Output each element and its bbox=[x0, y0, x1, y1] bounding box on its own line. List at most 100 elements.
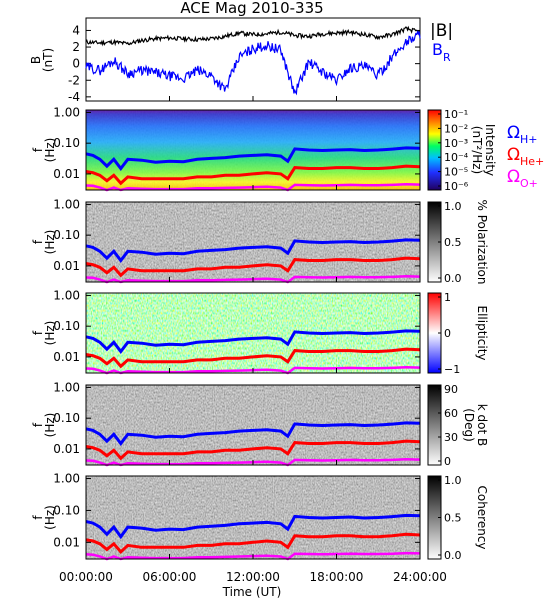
gyro-line-o-plus bbox=[85, 183, 421, 192]
colorbar-tick-label: 10⁻¹ bbox=[444, 108, 468, 121]
y-tick-label: 0.01 bbox=[53, 350, 80, 364]
panel-ellipticity: 1.00 0.10 0.01 f(Hz) 1 0 −1 Ellipticity bbox=[31, 288, 489, 376]
gyro-line-he-plus bbox=[85, 164, 421, 186]
panel-magnetic-field: 4 2 0 -2 -4 B (nT) |B| BR bbox=[29, 17, 453, 104]
y-tick-label: 0.10 bbox=[53, 228, 80, 242]
gyro-line-h-plus bbox=[85, 421, 421, 446]
gyrofrequency-legend: ΩH+ ΩHe+ ΩO+ bbox=[507, 123, 544, 190]
y-tick-label: 0.01 bbox=[53, 259, 80, 273]
gyro-line-he-plus bbox=[85, 256, 421, 278]
y-tick-label: 1.00 bbox=[53, 197, 80, 211]
y-tick-label: 0.10 bbox=[53, 319, 80, 333]
colorbar bbox=[427, 384, 442, 466]
gyro-line-he-plus bbox=[85, 439, 421, 461]
y-tick-label: 0 bbox=[72, 57, 80, 71]
colorbar-tick-label: 1.0 bbox=[444, 200, 462, 213]
gyro-line-h-plus bbox=[85, 513, 421, 540]
y-tick-label: 1.00 bbox=[53, 288, 80, 302]
y-tick-label: 1.00 bbox=[53, 105, 80, 119]
colorbar-tick-label: 10⁻⁴ bbox=[444, 151, 469, 164]
colorbar-label: Ellipticity bbox=[475, 306, 489, 361]
colorbar-label: Coherency bbox=[475, 485, 489, 549]
legend-h-plus: ΩH+ bbox=[507, 123, 538, 146]
colorbar bbox=[427, 109, 442, 191]
gyro-line-h-plus bbox=[85, 146, 421, 171]
gyro-line-he-plus bbox=[85, 532, 421, 555]
x-tick-label: 12:00:00 bbox=[226, 570, 280, 584]
colorbar-label: % Polarization bbox=[475, 200, 489, 285]
colorbar-tick-label: 0.0 bbox=[444, 549, 462, 562]
gyro-line-o-plus bbox=[85, 366, 421, 375]
colorbar-tick-label: 10⁻³ bbox=[444, 137, 468, 150]
series-line-b-magnitude bbox=[85, 25, 421, 47]
x-tick-label: 06:00:00 bbox=[143, 570, 197, 584]
y-axis-unit: (Hz) bbox=[43, 505, 57, 530]
panel-polarization: 1.00 0.10 0.01 f(Hz) 1.0 0.5 0.0 % Polarization bbox=[31, 197, 489, 285]
colorbar-tick-label: 10⁻² bbox=[444, 122, 468, 135]
colorbar-tick-label: 60 bbox=[444, 407, 458, 420]
y-tick-label: 0.01 bbox=[53, 535, 80, 549]
colorbar-tick-label: 0 bbox=[444, 327, 451, 340]
y-axis-unit: (Hz) bbox=[43, 321, 57, 346]
x-tick-label: 00:00:00 bbox=[59, 570, 113, 584]
x-tick-label: 18:00:00 bbox=[310, 570, 364, 584]
x-axis: 00:00:00 06:00:00 12:00:00 18:00:00 24:00:00 bbox=[59, 570, 447, 584]
colorbar-tick-label: 0.0 bbox=[444, 272, 462, 285]
panel-intensity: 1.00 0.10 0.01 f(Hz) 10⁻¹10⁻² 10⁻³10⁻⁴ 10⁻⁵10⁻… bbox=[31, 105, 497, 193]
colorbar-tick-label: 1.0 bbox=[444, 474, 462, 487]
gyro-line-he-plus bbox=[85, 347, 421, 369]
panel-k-dot-B: 1.00 0.10 0.01 f(Hz) 90 60 30 0 k dot B(Deg) bbox=[31, 380, 489, 468]
panel-coherency: 1.00 0.10 0.01 f(Hz) 1.0 0.5 0.0 Coherency bbox=[31, 472, 489, 562]
gyro-line-o-plus bbox=[85, 551, 421, 561]
colorbar-tick-label: 0.5 bbox=[444, 512, 462, 525]
y-tick-label: 0.10 bbox=[53, 136, 80, 150]
series-line-b-radial bbox=[85, 30, 421, 96]
y-tick-label: -2 bbox=[68, 73, 80, 87]
colorbar-tick-label: 90 bbox=[444, 383, 458, 396]
y-axis-label: f bbox=[31, 422, 45, 427]
y-tick-label: 4 bbox=[72, 23, 80, 37]
y-axis-unit: (Hz) bbox=[43, 138, 57, 163]
y-axis-label: f bbox=[31, 330, 45, 335]
legend-o-plus: ΩO+ bbox=[507, 167, 538, 190]
gyro-line-h-plus bbox=[85, 329, 421, 354]
legend-b-magnitude: |B| bbox=[430, 21, 453, 41]
gyro-line-o-plus bbox=[85, 458, 421, 467]
x-tick-label: 24:00:00 bbox=[393, 570, 447, 584]
colorbar-tick-label: 0 bbox=[444, 455, 451, 468]
colorbar-label: k dot B bbox=[475, 404, 489, 446]
gyro-line-h-plus bbox=[85, 238, 421, 263]
y-axis-label: f bbox=[31, 515, 45, 520]
x-axis-label: Time (UT) bbox=[222, 585, 282, 599]
colorbar-tick-label: 30 bbox=[444, 431, 458, 444]
y-tick-label: 0.01 bbox=[53, 167, 80, 181]
colorbar-tick-label: 1 bbox=[444, 291, 451, 304]
y-tick-label: 2 bbox=[72, 40, 80, 54]
y-tick-label: 0.10 bbox=[53, 503, 80, 517]
y-axis-label: f bbox=[31, 239, 45, 244]
legend-b-radial: BR bbox=[432, 40, 451, 64]
y-tick-label: -4 bbox=[68, 90, 80, 104]
colorbar-tick-label: 10⁻⁵ bbox=[444, 166, 468, 179]
y-axis-unit: (nT) bbox=[41, 48, 55, 72]
spectrogram-panels: 1.000.100.01f(Hz)10⁻¹10⁻²10⁻³10⁻⁴10⁻⁵10⁻… bbox=[31, 105, 497, 562]
colorbar-tick-label: 0.5 bbox=[444, 236, 462, 249]
y-axis-label: f bbox=[31, 147, 45, 152]
colorbar-label: Intensity bbox=[483, 124, 497, 176]
y-tick-label: 0.10 bbox=[53, 411, 80, 425]
colorbar-tick-label: −1 bbox=[444, 363, 460, 376]
y-axis-unit: (Hz) bbox=[43, 413, 57, 438]
gyro-line-o-plus bbox=[85, 275, 421, 284]
y-axis-unit: (Hz) bbox=[43, 230, 57, 255]
panel-frame bbox=[85, 17, 421, 102]
colorbar-unit: (nT²/Hz) bbox=[470, 126, 484, 174]
y-tick-label: 1.00 bbox=[53, 380, 80, 394]
colorbar-unit: (Deg) bbox=[462, 408, 476, 442]
figure-title: ACE Mag 2010-335 bbox=[180, 0, 323, 17]
y-tick-label: 1.00 bbox=[53, 472, 80, 486]
y-axis-label: B bbox=[29, 56, 43, 64]
y-tick-label: 0.01 bbox=[53, 442, 80, 456]
colorbar-tick-label: 10⁻⁶ bbox=[444, 180, 469, 193]
legend-he-plus: ΩHe+ bbox=[507, 145, 544, 168]
